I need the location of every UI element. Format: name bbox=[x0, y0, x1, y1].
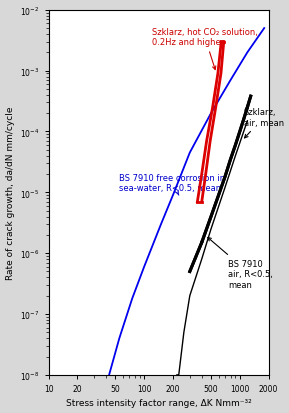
Text: BS 7910
air, R<0.5,
mean: BS 7910 air, R<0.5, mean bbox=[208, 238, 273, 289]
Text: BS 7910 free corrosion in
sea-water, R<0.5, mean: BS 7910 free corrosion in sea-water, R<0… bbox=[119, 173, 225, 196]
Text: Szklarz,
air, mean: Szklarz, air, mean bbox=[244, 108, 284, 139]
Text: Szklarz, hot CO₂ solution,
0.2Hz and higher: Szklarz, hot CO₂ solution, 0.2Hz and hig… bbox=[152, 28, 257, 70]
Y-axis label: Rate of crack growth, da/dN mm/cycle: Rate of crack growth, da/dN mm/cycle bbox=[5, 106, 14, 279]
X-axis label: Stress intensity factor range, ΔK Nmm⁻³²: Stress intensity factor range, ΔK Nmm⁻³² bbox=[66, 399, 251, 408]
